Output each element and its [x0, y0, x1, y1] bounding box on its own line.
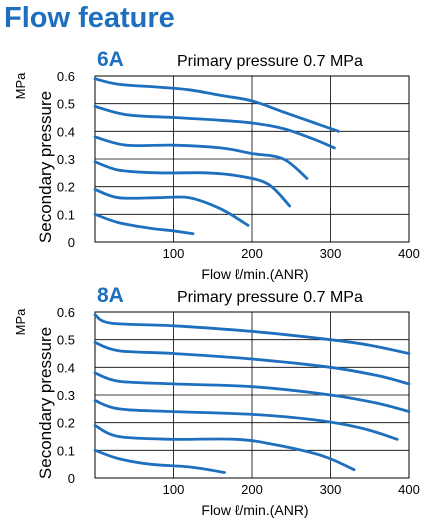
series-line-0-3 — [93, 160, 292, 208]
series-line-0-4 — [93, 188, 250, 227]
chart-subtitle: Primary pressure 0.7 MPa — [177, 53, 363, 70]
x-tick-label: 200 — [241, 246, 263, 261]
y-tick-label: 0.5 — [57, 333, 75, 348]
x-tick-label: 300 — [320, 246, 342, 261]
x-tick-label: 400 — [398, 246, 420, 261]
x-tick-label: 400 — [398, 482, 420, 497]
chart-label: 8A — [97, 284, 124, 307]
y-tick-label: 0.4 — [57, 360, 75, 375]
y-tick-label: 0.2 — [57, 180, 75, 195]
y-tick-label: 0 — [68, 471, 75, 486]
y-tick-label: 0.5 — [57, 97, 75, 112]
y-tick-label: 0.1 — [57, 207, 75, 222]
series-line-1-1 — [93, 341, 411, 386]
x-tick-label: 100 — [163, 246, 185, 261]
series-line-1-0 — [93, 313, 411, 355]
y-tick-label: 0 — [68, 235, 75, 250]
y-tick-label: 0.2 — [57, 416, 75, 431]
series-line-0-0 — [93, 77, 340, 133]
y-unit-label: MPa — [13, 308, 28, 336]
x-tick-label: 200 — [241, 482, 263, 497]
y-tick-label: 0.6 — [57, 305, 75, 320]
chart-label: 6A — [97, 48, 124, 71]
series-line-1-2 — [93, 371, 411, 413]
series-line-0-1 — [93, 105, 336, 150]
series-line-1-5 — [93, 448, 226, 474]
plot-frame — [94, 75, 410, 243]
x-tick-label: 100 — [163, 482, 185, 497]
plot-frame — [94, 311, 410, 479]
series-line-0-2 — [93, 135, 309, 180]
series-line-0-5 — [93, 212, 195, 236]
x-tick-label: 300 — [320, 482, 342, 497]
y-axis-label: Secondary pressure — [36, 327, 55, 479]
y-tick-label: 0.1 — [57, 443, 75, 458]
chart-subtitle: Primary pressure 0.7 MPa — [177, 289, 363, 306]
series-line-1-3 — [93, 399, 399, 441]
y-tick-label: 0.3 — [57, 388, 75, 403]
y-tick-label: 0.4 — [57, 124, 75, 139]
x-axis-label: Flow ℓ/min.(ANR) — [201, 266, 308, 282]
y-tick-label: 0.3 — [57, 152, 75, 167]
y-tick-label: 0.6 — [57, 69, 75, 84]
series-line-1-4 — [93, 424, 356, 472]
y-axis-label: Secondary pressure — [36, 91, 55, 243]
y-unit-label: MPa — [13, 72, 28, 100]
page-title: Flow feature — [4, 2, 175, 34]
x-axis-label: Flow ℓ/min.(ANR) — [201, 502, 308, 518]
